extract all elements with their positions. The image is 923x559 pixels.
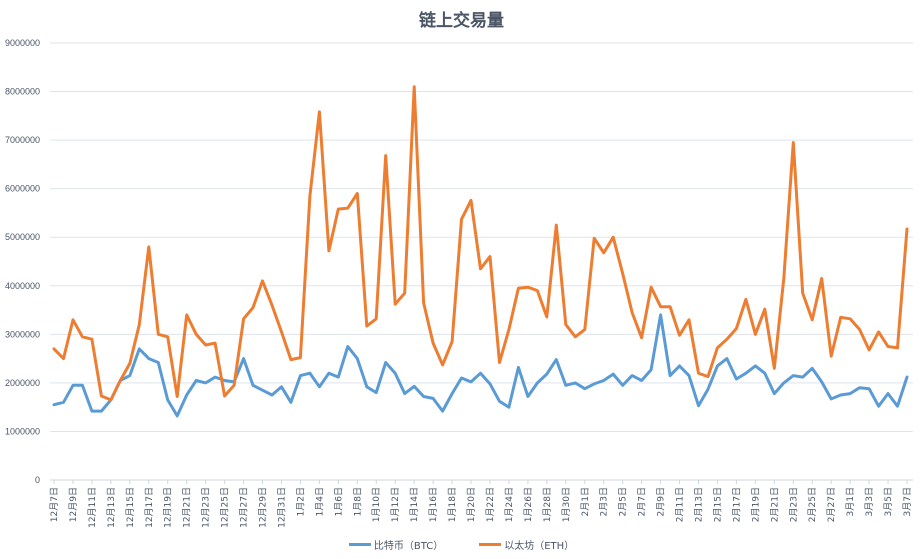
y-tick-label: 2000000 — [5, 378, 40, 388]
x-tick-label: 12月11日 — [87, 487, 98, 528]
x-tick-label: 2月3日 — [599, 487, 610, 516]
x-tick-label: 3月7日 — [902, 487, 913, 516]
x-tick-label: 2月13日 — [693, 487, 704, 522]
y-axis: 0 1000000 2000000 3000000 4000000 5000000 6000… — [5, 38, 40, 485]
x-tick-label: 12月25日 — [220, 487, 231, 528]
x-tick-label: 3月5日 — [883, 487, 894, 516]
legend-item-eth[interactable]: 以太坊（ETH） — [479, 537, 574, 552]
x-tick-label: 2月11日 — [675, 487, 686, 522]
x-tick-label: 12月7日 — [49, 487, 60, 522]
x-tick-label: 2月23日 — [788, 487, 799, 522]
x-tick-label: 2月9日 — [656, 487, 667, 516]
x-tick-label: 12月15日 — [125, 487, 136, 528]
x-tick-label: 3月1日 — [845, 487, 856, 516]
legend-label-eth: 以太坊（ETH） — [504, 541, 575, 552]
y-tick-label: 3000000 — [5, 329, 40, 339]
line-chart: 0 1000000 2000000 3000000 4000000 5000000 6000… — [5, 38, 913, 528]
y-tick-label: 7000000 — [5, 135, 40, 145]
x-tick-label: 2月7日 — [637, 487, 648, 516]
x-tick-label: 2月15日 — [712, 487, 723, 522]
legend-label-btc: 比特币（BTC） — [373, 541, 444, 552]
x-tick-label: 12月23日 — [201, 487, 212, 528]
x-tick-label: 12月27日 — [239, 487, 250, 528]
x-axis: 12月7日 12月9日 12月11日 12月13日 12月15日 12月17日 12月19日… — [49, 480, 913, 528]
x-tick-label: 1月12日 — [390, 487, 401, 522]
y-tick-label: 5000000 — [5, 232, 40, 242]
x-tick-label: 1月30日 — [561, 487, 572, 522]
x-tick-label: 12月29日 — [258, 487, 269, 528]
x-tick-label: 1月4日 — [314, 487, 325, 516]
y-tick-label: 1000000 — [5, 426, 40, 436]
x-tick-label: 1月6日 — [333, 487, 344, 516]
x-tick-label: 1月14日 — [409, 487, 420, 522]
x-tick-label: 2月27日 — [826, 487, 837, 522]
x-tick-label: 12月19日 — [163, 487, 174, 528]
x-tick-label: 2月17日 — [731, 487, 742, 522]
chart-title: 链上交易量 — [419, 11, 504, 31]
legend-item-btc[interactable]: 比特币（BTC） — [348, 537, 444, 552]
x-tick-label: 12月21日 — [182, 487, 193, 528]
x-tick-label: 1月22日 — [485, 487, 496, 522]
x-tick-label: 2月1日 — [580, 487, 591, 516]
x-tick-label: 12月31日 — [276, 487, 287, 528]
x-tick-label: 1月18日 — [447, 487, 458, 522]
eth-series-line — [52, 85, 909, 402]
x-tick-label: 1月24日 — [504, 487, 515, 522]
btc-series-line — [52, 313, 909, 418]
x-tick-label: 2月5日 — [618, 487, 629, 516]
y-tick-label: 8000000 — [5, 87, 40, 97]
x-tick-label: 1月8日 — [352, 487, 363, 516]
x-tick-label: 2月19日 — [750, 487, 761, 522]
y-tick-label: 0 — [35, 475, 40, 485]
x-tick-label: 2月21日 — [769, 487, 780, 522]
x-tick-label: 1月16日 — [428, 487, 439, 522]
y-tick-label: 9000000 — [5, 38, 40, 48]
x-tick-label: 2月25日 — [807, 487, 818, 522]
x-tick-label: 1月10日 — [371, 487, 382, 522]
x-tick-label: 12月13日 — [106, 487, 117, 528]
x-tick-label: 1月20日 — [466, 487, 477, 522]
x-tick-label: 1月2日 — [295, 487, 306, 516]
x-tick-label: 1月26日 — [523, 487, 534, 522]
eth-swatch-icon — [479, 543, 502, 546]
x-tick-label: 3月3日 — [864, 487, 875, 516]
x-tick-label: 1月28日 — [542, 487, 553, 522]
legend: 比特币（BTC） 以太坊（ETH） — [0, 537, 923, 552]
btc-swatch-icon — [348, 543, 371, 546]
y-tick-label: 6000000 — [5, 184, 40, 194]
x-tick-label: 12月17日 — [144, 487, 155, 528]
y-tick-label: 4000000 — [5, 281, 40, 291]
x-tick-label: 12月9日 — [68, 487, 79, 522]
